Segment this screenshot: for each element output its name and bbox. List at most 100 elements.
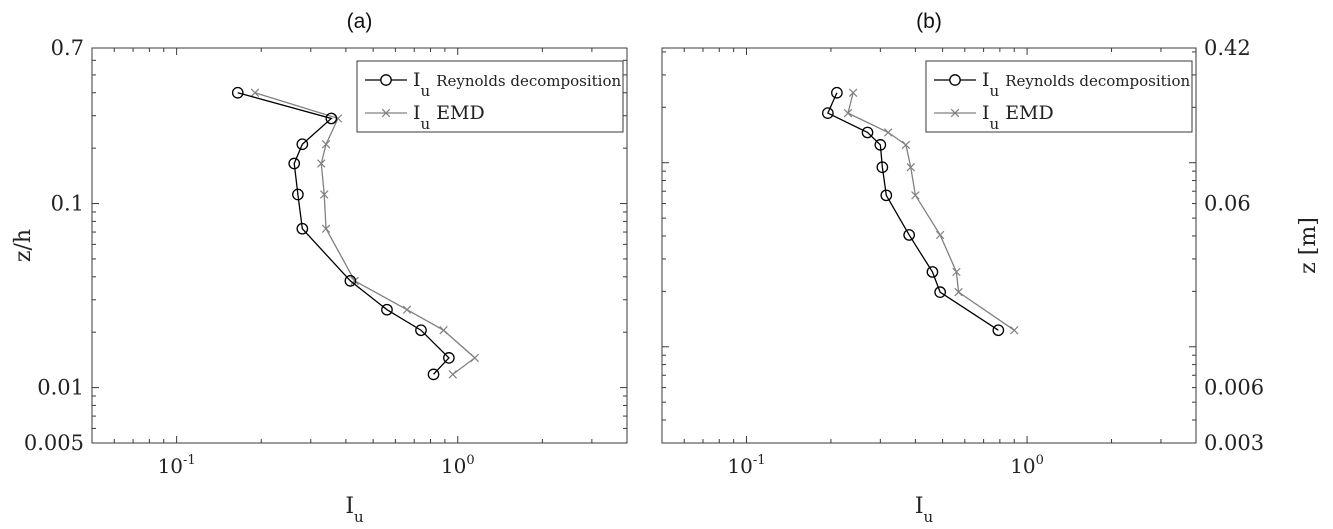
data-point-cross (320, 190, 329, 199)
y-tick-label: 0.7 (51, 36, 84, 60)
data-point-cross (906, 163, 915, 172)
data-point-cross (350, 276, 359, 286)
data-point-circle (292, 188, 304, 201)
legend-label-name: Reynolds decomposition (1005, 72, 1190, 90)
x-tick-label: 10-1 (158, 453, 196, 478)
data-point-circle (934, 286, 946, 299)
y-tick-label: 0.42 (1204, 36, 1251, 60)
x-tick-label-base: 10 (727, 454, 752, 478)
legend-box (925, 60, 1193, 133)
data-point-cross (439, 325, 448, 335)
data-point-circle (992, 324, 1005, 337)
legend-entry: Iu Reynolds decomposition (934, 69, 1191, 100)
legend-label-name: EMD (436, 102, 485, 124)
series-line-emd (847, 92, 1015, 331)
legend-box (356, 60, 624, 133)
cross-stroke (470, 353, 480, 363)
data-point-cross (448, 370, 457, 379)
series-line-reynolds-decomposition (237, 92, 450, 375)
legend-label: Iu EMD (982, 102, 1054, 133)
legend-label-main: I (982, 69, 990, 91)
data-point-circle (231, 86, 244, 99)
data-point-cross (317, 159, 326, 168)
x-axis-label-main: I (915, 494, 924, 519)
panel-a: 10-1 1000.70.10.010.005(a)Iuz/hIuReynolds… (11, 10, 628, 526)
data-point-cross (402, 305, 412, 314)
legend-label: Iu EMD (413, 102, 485, 133)
legend-marker-circle (949, 74, 961, 86)
x-tick-label-base: 10 (158, 454, 183, 478)
cross-stroke (954, 287, 963, 297)
data-point-circle (325, 112, 338, 125)
y-tick-label: 0.003 (1204, 431, 1264, 455)
x-tick-label: 100 (441, 453, 475, 478)
y-axis-label: z [m] (1296, 217, 1321, 274)
x-tick-label-exponent: -1 (753, 453, 766, 468)
cross-stroke (952, 267, 961, 277)
data-point-circle (874, 139, 887, 151)
cross-stroke (321, 224, 331, 233)
legend-label-subscript: u (990, 82, 1000, 100)
cross-stroke (1010, 325, 1019, 335)
legend-label-subscript: u (990, 115, 1000, 133)
x-axis-label: Iu (345, 494, 364, 526)
data-point-cross (935, 230, 945, 240)
cross-stroke (843, 108, 853, 118)
legend-entry: Iu EMD (934, 102, 1054, 133)
data-point-circle (288, 157, 301, 170)
data-point-cross (911, 191, 920, 200)
data-point-cross (952, 267, 961, 277)
legend-marker-circle (380, 74, 392, 86)
panel-label: (a) (347, 10, 373, 33)
x-tick-label: 100 (1010, 453, 1044, 478)
data-point-circle (861, 126, 874, 139)
cross-stroke (448, 370, 457, 379)
cross-stroke (350, 276, 359, 286)
cross-stroke (901, 140, 911, 150)
data-point-circle (427, 368, 440, 381)
data-point-circle (296, 138, 309, 151)
y-axis-label: z/h (11, 229, 36, 262)
y-tick-label: 0.006 (1204, 376, 1264, 400)
legend-label: Iu Reynolds decomposition (413, 69, 622, 100)
x-tick-label-exponent: 0 (1036, 453, 1044, 468)
data-point-circle (903, 229, 916, 241)
legend: Iu Reynolds decomposition Iu EMD (356, 60, 624, 133)
data-point-cross (843, 108, 853, 118)
x-tick-label: 10-1 (727, 453, 765, 478)
legend-label-subscript: u (421, 82, 431, 100)
cross-stroke (320, 190, 329, 199)
legend-label-main: I (413, 102, 421, 124)
data-point-cross (321, 140, 331, 149)
y-tick-label: 0.005 (24, 431, 84, 455)
cross-stroke (911, 191, 920, 200)
x-tick-label-exponent: 0 (466, 453, 474, 468)
data-point-circle (831, 86, 843, 99)
x-tick-label-exponent: -1 (183, 453, 196, 468)
x-axis-label-subscript: u (924, 508, 934, 526)
data-point-circle (296, 222, 309, 235)
cross-stroke (402, 305, 412, 314)
legend: Iu Reynolds decomposition Iu EMD (925, 60, 1193, 133)
cross-stroke (250, 88, 260, 97)
data-point-cross (1010, 325, 1019, 335)
cross-stroke (848, 88, 858, 97)
cross-stroke (439, 325, 448, 335)
x-axis-label-subscript: u (354, 508, 364, 526)
x-axis-label: Iu (915, 494, 934, 526)
data-point-cross (848, 88, 858, 97)
legend-marker-cross (381, 108, 391, 118)
data-point-circle (381, 303, 393, 316)
cross-stroke (883, 128, 893, 137)
legend-label: Iu Reynolds decomposition (982, 69, 1191, 100)
y-tick-label: 0.06 (1204, 192, 1251, 216)
data-point-cross (954, 287, 963, 297)
y-tick-label: 0.1 (51, 192, 84, 216)
data-point-cross (470, 353, 480, 363)
legend-label-name: EMD (1005, 102, 1054, 124)
legend-label-name: Reynolds decomposition (436, 72, 621, 90)
data-point-circle (415, 324, 427, 337)
data-point-cross (883, 128, 893, 137)
panel-label: (b) (916, 10, 942, 33)
